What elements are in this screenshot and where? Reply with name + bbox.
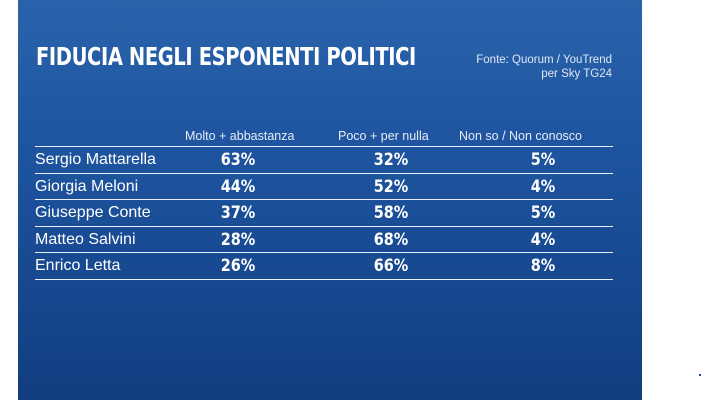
value-poco-per-nulla: 52% <box>373 176 409 197</box>
politician-name: Enrico Letta <box>35 257 121 274</box>
value-non-so: 4% <box>530 176 556 197</box>
column-header-molto-abbastanza: Molto + abbastanza <box>185 129 295 143</box>
value-poco-per-nulla: 66% <box>373 256 409 276</box>
politician-name: Giorgia Meloni <box>35 177 139 195</box>
column-header-non-so: Non so / Non conosco <box>459 129 582 143</box>
politician-name: Giuseppe Conte <box>35 204 151 221</box>
value-molto-abbastanza: 28% <box>220 229 256 250</box>
table-row: Enrico Letta 26% 66% 8% <box>35 252 613 280</box>
source-line-2: per Sky TG24 <box>541 68 612 80</box>
value-molto-abbastanza: 63% <box>220 150 256 170</box>
politician-name: Sergio Mattarella <box>35 151 156 168</box>
value-poco-per-nulla: 58% <box>373 203 409 223</box>
table-row: Sergio Mattarella 63% 32% 5% <box>35 146 613 173</box>
value-non-so: 8% <box>530 256 556 276</box>
trust-table: Sergio Mattarella 63% 32% 5% Giorgia Mel… <box>35 146 613 280</box>
value-molto-abbastanza: 26% <box>220 256 256 276</box>
table-row: Giuseppe Conte 37% 58% 5% <box>35 199 613 226</box>
value-molto-abbastanza: 37% <box>220 203 256 223</box>
page-title: FIDUCIA NEGLI ESPONENTI POLITICI <box>36 42 416 71</box>
stray-pixel <box>699 374 701 376</box>
value-non-so: 5% <box>530 150 556 170</box>
politician-name: Matteo Salvini <box>35 230 136 248</box>
value-non-so: 5% <box>530 203 556 223</box>
graphic-panel: FIDUCIA NEGLI ESPONENTI POLITICI Fonte: … <box>18 0 642 400</box>
value-poco-per-nulla: 68% <box>373 229 409 250</box>
column-header-poco-per-nulla: Poco + per nulla <box>338 129 429 143</box>
source-note: Fonte: Quorum / YouTrend per Sky TG24 <box>476 53 612 81</box>
value-poco-per-nulla: 32% <box>373 150 409 170</box>
table-row: Matteo Salvini 28% 68% 4% <box>35 225 613 253</box>
source-line-1: Fonte: Quorum / YouTrend <box>476 54 612 66</box>
value-non-so: 4% <box>530 229 556 250</box>
value-molto-abbastanza: 44% <box>220 176 256 197</box>
table-row: Giorgia Meloni 44% 52% 4% <box>35 172 613 200</box>
